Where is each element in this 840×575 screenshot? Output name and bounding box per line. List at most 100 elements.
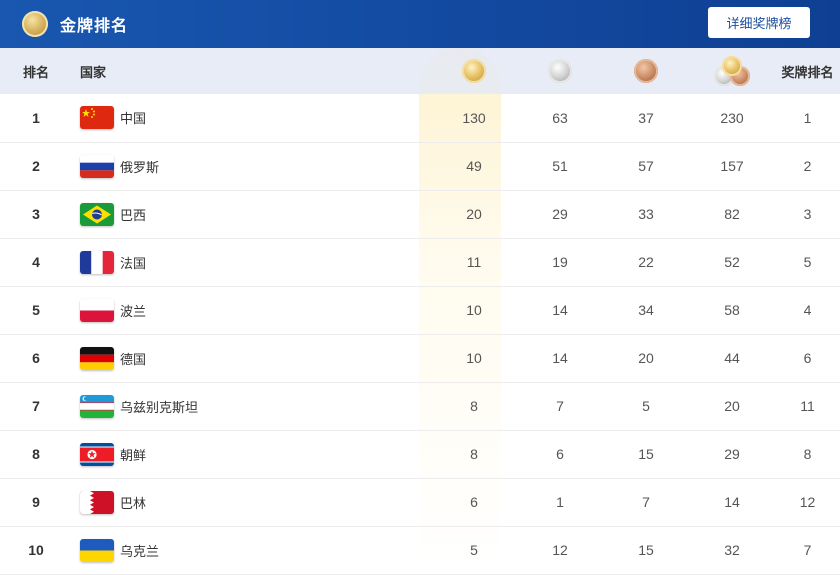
country-cell: 法国 xyxy=(72,238,431,286)
bronze-count: 7 xyxy=(642,494,650,510)
medal-rank-cell: 1 xyxy=(803,109,812,126)
total-count: 29 xyxy=(724,446,740,462)
country-name: 朝鲜 xyxy=(120,447,147,463)
rank-cell: 2 xyxy=(32,158,40,174)
bronze-count: 20 xyxy=(638,350,654,366)
medal-rank-cell: 5 xyxy=(803,254,812,270)
header-bar: 金牌排名 详细奖牌榜 xyxy=(0,0,840,48)
bronze-count: 22 xyxy=(638,254,654,270)
rank-cell: 7 xyxy=(32,398,40,414)
rank-cell: 9 xyxy=(32,494,40,510)
russia-flag-icon xyxy=(80,154,114,178)
country-name: 巴林 xyxy=(120,495,147,511)
silver-count: 29 xyxy=(552,206,568,222)
medal-table-container: 排名 国家 奖牌排名 1 中国 130 63 37 230 1 2 俄罗斯 49 51 57 157 2 3… xyxy=(0,48,840,575)
gold-count: 130 xyxy=(462,109,486,126)
silver-count: 7 xyxy=(556,398,564,414)
brazil-flag-icon xyxy=(80,202,114,226)
table-row: 1 中国 130 63 37 230 1 xyxy=(0,94,840,142)
rank-cell: 8 xyxy=(32,446,40,462)
uzbekistan-flag-icon xyxy=(80,394,114,418)
ukraine-flag-icon xyxy=(80,538,114,562)
table-row: 3 巴西 20 29 33 82 3 xyxy=(0,190,840,238)
medal-rank-cell: 6 xyxy=(803,350,812,366)
gold-medal-icon xyxy=(462,59,486,83)
bronze-count: 15 xyxy=(638,542,654,558)
china-flag-icon xyxy=(80,106,114,130)
silver-count: 63 xyxy=(552,109,568,126)
table-row: 5 波兰 10 14 34 58 4 xyxy=(0,286,840,334)
table-row: 4 法国 11 19 22 52 5 xyxy=(0,238,840,286)
column-header-rank: 排名 xyxy=(22,64,49,80)
gold-count: 8 xyxy=(470,446,478,462)
table-row: 2 俄罗斯 49 51 57 157 2 xyxy=(0,142,840,190)
country-name: 俄罗斯 xyxy=(120,159,160,175)
poland-flag-icon xyxy=(80,298,114,322)
gold-count: 10 xyxy=(466,350,482,366)
rank-cell: 4 xyxy=(32,254,40,270)
country-name: 波兰 xyxy=(120,303,147,319)
total-count: 32 xyxy=(724,542,740,558)
gold-count: 6 xyxy=(470,494,478,510)
medal-rank-cell: 2 xyxy=(803,158,812,174)
rank-cell: 1 xyxy=(32,109,40,126)
silver-medal-icon xyxy=(548,59,572,83)
table-row: 10 乌克兰 5 12 15 32 7 xyxy=(0,526,840,574)
gold-count: 8 xyxy=(470,398,478,414)
medal-rank-cell: 12 xyxy=(799,494,816,510)
rank-cell: 5 xyxy=(32,302,40,318)
country-cell: 中国 xyxy=(72,94,431,142)
total-count: 82 xyxy=(724,206,740,222)
north-korea-flag-icon xyxy=(80,442,114,466)
silver-count: 14 xyxy=(552,350,568,366)
gold-count: 10 xyxy=(466,302,482,318)
country-name: 法国 xyxy=(120,255,147,271)
total-count: 44 xyxy=(724,350,740,366)
page-title: 金牌排名 xyxy=(60,18,129,35)
country-cell: 朝鲜 xyxy=(72,430,431,478)
bronze-count: 37 xyxy=(638,109,654,126)
silver-count: 14 xyxy=(552,302,568,318)
gold-count: 49 xyxy=(466,158,482,174)
column-header-total xyxy=(689,48,775,94)
column-header-silver xyxy=(517,48,603,94)
medal-logo-icon xyxy=(22,11,48,37)
rank-cell: 10 xyxy=(28,542,44,558)
gold-column-highlight xyxy=(419,48,501,573)
bronze-count: 15 xyxy=(638,446,654,462)
total-count: 20 xyxy=(724,398,740,414)
bahrain-flag-icon xyxy=(80,490,114,514)
silver-count: 1 xyxy=(556,494,564,510)
detailed-medal-table-button[interactable]: 详细奖牌榜 xyxy=(708,7,810,38)
table-row: 8 朝鲜 8 6 15 29 8 xyxy=(0,430,840,478)
silver-count: 51 xyxy=(552,158,568,174)
total-count: 230 xyxy=(720,109,744,126)
country-name: 巴西 xyxy=(120,207,147,223)
silver-count: 12 xyxy=(552,542,568,558)
column-header-gold xyxy=(431,48,517,94)
country-cell: 俄罗斯 xyxy=(72,142,431,190)
country-cell: 乌克兰 xyxy=(72,526,431,574)
france-flag-icon xyxy=(80,250,114,274)
rank-cell: 6 xyxy=(32,350,40,366)
column-header-medal-rank: 奖牌排名 xyxy=(781,64,834,80)
country-cell: 巴林 xyxy=(72,478,431,526)
gold-count: 11 xyxy=(466,254,482,270)
country-name: 德国 xyxy=(120,351,147,367)
column-header-bronze xyxy=(603,48,689,94)
total-count: 14 xyxy=(724,494,740,510)
bronze-count: 5 xyxy=(642,398,650,414)
medal-stack-icon xyxy=(712,56,752,86)
country-cell: 波兰 xyxy=(72,286,431,334)
total-count: 157 xyxy=(720,158,744,174)
table-header-row: 排名 国家 奖牌排名 xyxy=(0,48,840,94)
medal-rank-cell: 7 xyxy=(803,542,812,558)
gold-count: 20 xyxy=(466,206,482,222)
country-name: 乌兹别克斯坦 xyxy=(120,399,199,415)
table-row: 7 乌兹别克斯坦 8 7 5 20 11 xyxy=(0,382,840,430)
rank-cell: 3 xyxy=(32,206,40,222)
medal-rank-cell: 3 xyxy=(803,206,812,222)
country-cell: 巴西 xyxy=(72,190,431,238)
country-cell: 乌兹别克斯坦 xyxy=(72,382,431,430)
table-row: 9 巴林 6 1 7 14 12 xyxy=(0,478,840,526)
